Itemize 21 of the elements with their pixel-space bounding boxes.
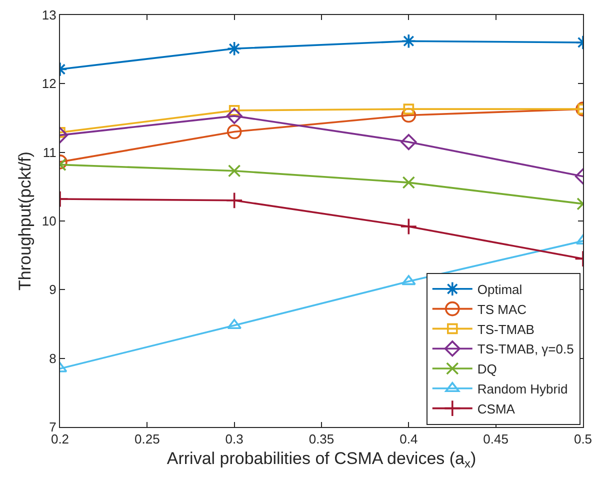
legend-label: Optimal [477,282,522,297]
legend-label: DQ [477,362,497,377]
x-tick-label: 0.4 [400,432,418,447]
y-tick-label: 10 [42,214,56,229]
y-tick-label: 8 [49,350,56,366]
x-tick-label: 0.25 [134,432,160,447]
x-axis-title: Arrival probabilities of CSMA devices (a$_{x}$) [166,449,476,471]
y-tick-label: 11 [42,144,56,160]
x-tick-label: 0.35 [308,432,334,447]
legend-label: TS-TMAB, γ=0.5 [477,342,574,357]
x-tick-label: 0.5 [574,432,592,447]
legend-label: Random Hybrid [477,381,568,396]
y-tick-label: 13 [42,8,56,23]
y-axis-title: Throughput(pckt/f) [15,152,34,290]
x-tick-label: 0.45 [483,432,508,447]
x-tick-label: 0.3 [225,432,244,447]
y-tick-label: 9 [49,282,56,298]
y-tick-label: 12 [42,76,56,92]
legend-label: TS MAC [477,302,527,317]
legend-label: TS-TMAB [477,322,534,337]
legend-label: CSMA [477,401,516,416]
